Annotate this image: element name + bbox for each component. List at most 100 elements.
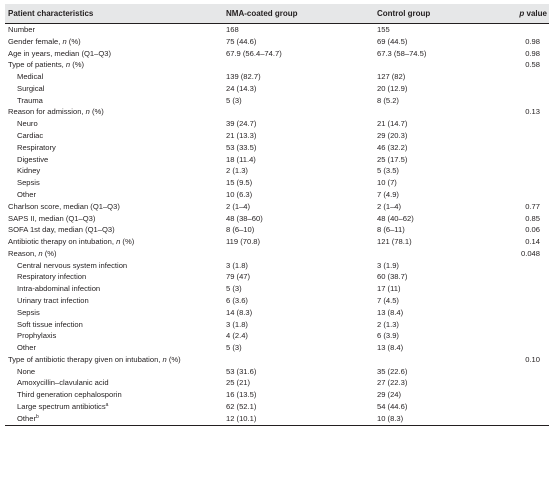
table-row: Urinary tract infection 6 (3.6) 7 (4.5) [5,295,549,307]
cell-control-value: 7 (4.9) [377,189,399,199]
table-row: None 53 (31.6) 35 (22.6) [5,366,549,378]
row-label: Type of patients, n (%) [5,59,223,71]
cell-p-value [504,95,549,107]
row-label: Charlson score, median (Q1–Q3) [5,201,223,213]
cell-p-value: 0.85 [525,213,540,223]
row-label: Age in years, median (Q1–Q3) [5,48,223,60]
row-label-text: Gender female, [8,36,63,46]
table-row: Otherb 12 (10.1) 10 (8.3) [5,412,549,426]
row-label: Type of antibiotic therapy given on intu… [5,354,223,366]
row-label: Intra-abdominal infection [5,283,223,295]
table-row: Other 5 (3) 13 (8.4) [5,342,549,354]
cell-control-value: 27 (22.3) [377,378,408,388]
table-row: Gender female, n (%) 75 (44.6) 69 (44.5) 0.… [5,36,549,48]
row-label-text: None [17,366,36,376]
row-label-text: Trauma [17,95,43,105]
row-label-text: Charlson score, median (Q1–Q3) [8,201,120,211]
row-label: Respiratory infection [5,271,223,283]
row-label: Cardiac [5,130,223,142]
table-row: Amoxycillin–clavulanic acid 25 (21) 27 (22… [5,377,549,389]
table-row: Age in years, median (Q1–Q3) 67.9 (56.4–7… [5,48,549,60]
row-label: Central nervous system infection [5,260,223,272]
table-row: SAPS II, median (Q1–Q3) 48 (38–60) 48 (40–… [5,213,549,225]
table-row: Medical 139 (82.7) 127 (82) [5,71,549,83]
cell-p-value: 0.77 [525,201,540,211]
row-label: Sepsis [5,307,223,319]
patient-characteristics-table: Patient characteristics NMA-coated group… [5,4,549,426]
row-label: Sepsis [5,177,223,189]
row-label-italic: n [85,107,90,117]
table-row: SOFA 1st day, median (Q1–Q3) 8 (6–10) 8 (6… [5,224,549,236]
cell-nma-value [223,248,374,260]
cell-nma-value: 3 (1.8) [226,260,248,270]
row-label: Neuro [5,118,223,130]
cell-p-value [504,24,549,36]
table-row: Other 10 (6.3) 7 (4.9) [5,189,549,201]
row-label: Prophylaxis [5,330,223,342]
cell-p-value [504,130,549,142]
row-label-suffix: (%) [89,107,104,117]
table-row: Reason for admission, n (%) 0.13 [5,106,549,118]
table-row: Intra-abdominal infection 5 (3) 17 (11) [5,283,549,295]
cell-p-value [504,330,549,342]
row-label: Kidney [5,165,223,177]
footnote-marker: a [105,402,109,408]
cell-control-value [374,59,504,71]
row-label: Other [5,342,223,354]
row-label: Urinary tract infection [5,295,223,307]
row-label: Number [5,24,223,36]
row-label-text: Kidney [17,166,41,176]
table-row: Reason, n (%) 0.048 [5,248,549,260]
cell-p-value [504,177,549,189]
cell-p-value [504,389,549,401]
cell-control-value: 17 (11) [377,284,401,294]
cell-nma-value: 24 (14.3) [226,83,257,93]
row-label: SAPS II, median (Q1–Q3) [5,213,223,225]
cell-nma-value: 39 (24.7) [226,119,257,129]
row-label-text: Other [17,413,36,423]
cell-control-value: 46 (32.2) [377,142,408,152]
row-label: Gender female, n (%) [5,36,223,48]
header-control-group: Control group [374,4,504,24]
cell-nma-value: 168 [226,25,239,34]
cell-p-value [504,189,549,201]
table-row: Soft tissue infection 3 (1.8) 2 (1.3) [5,319,549,331]
header-nma-group: NMA-coated group [223,4,374,24]
row-label-suffix: (%) [66,36,81,46]
cell-control-value: 29 (24) [377,390,402,400]
header-p-italic: p [519,9,525,18]
cell-p-value [504,366,549,378]
table-row: Third generation cephalosporin 16 (13.5) 2… [5,389,549,401]
table-row: Large spectrum antibioticsa 62 (52.1) 54 (… [5,401,549,413]
cell-control-value: 54 (44.6) [377,402,408,411]
row-label-text: Central nervous system infection [17,260,128,270]
row-label: Antibiotic therapy on intubation, n (%) [5,236,223,248]
row-label-text: Neuro [17,119,38,129]
row-label: Reason for admission, n (%) [5,106,223,118]
table-row: Sepsis 14 (8.3) 13 (8.4) [5,307,549,319]
cell-nma-value: 53 (31.6) [226,366,257,376]
cell-p-value: 0.048 [520,248,540,258]
cell-nma-value: 67.9 (56.4–74.7) [226,48,282,58]
table-row: Cardiac 21 (13.3) 29 (20.3) [5,130,549,142]
cell-nma-value: 2 (1–4) [226,201,251,211]
cell-control-value: 127 (82) [377,72,406,82]
cell-nma-value: 6 (3.6) [226,295,248,305]
cell-p-value: 0.58 [525,60,540,70]
row-label: Medical [5,71,223,83]
cell-nma-value: 5 (3) [226,95,242,105]
table-row: Number 168 155 [5,24,549,36]
row-label-text: Respiratory infection [17,272,87,282]
row-label-suffix: (%) [42,248,57,258]
row-label: Trauma [5,95,223,107]
cell-nma-value: 5 (3) [226,343,242,353]
table-row: Digestive 18 (11.4) 25 (17.5) [5,154,549,166]
table-row: Central nervous system infection 3 (1.8) 3… [5,260,549,272]
cell-nma-value: 62 (52.1) [226,402,257,411]
table-row: Antibiotic therapy on intubation, n (%) 1… [5,236,549,248]
cell-control-value: 20 (12.9) [377,83,408,93]
cell-p-value: 0.06 [525,225,540,235]
cell-nma-value: 12 (10.1) [223,412,374,426]
cell-p-value [504,154,549,166]
cell-control-value: 8 (5.2) [377,95,399,105]
